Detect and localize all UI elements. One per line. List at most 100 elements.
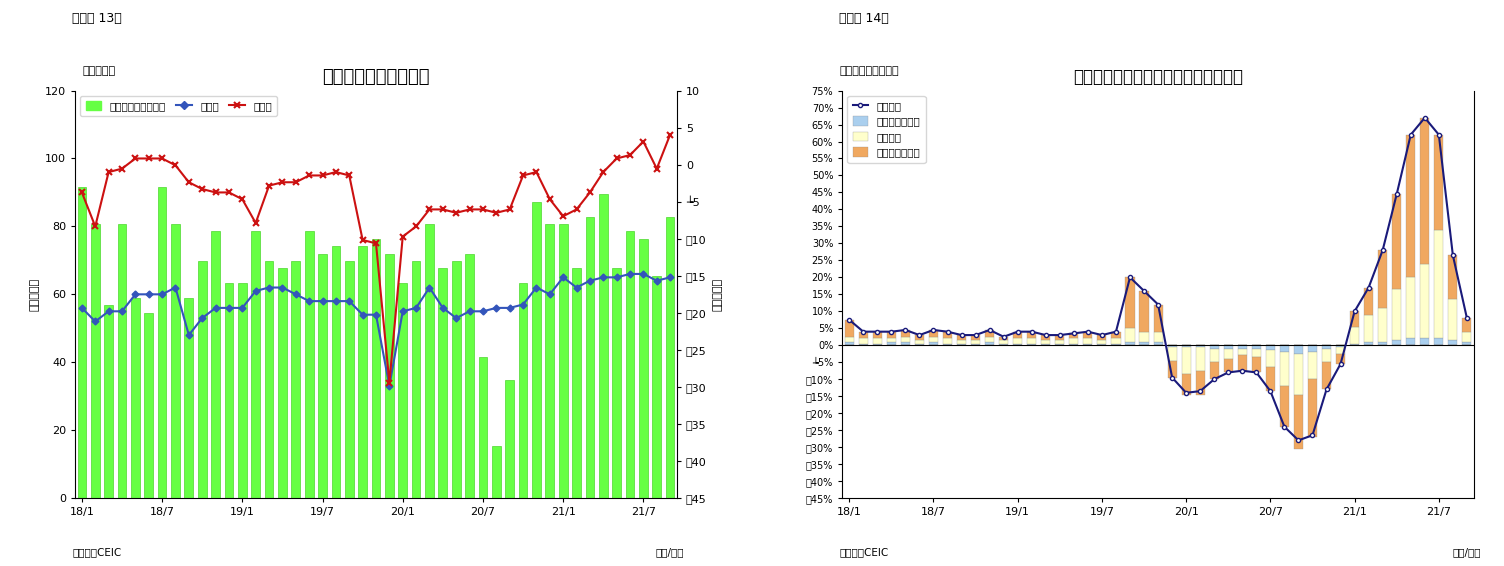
輸出額 — [621, 271, 639, 277]
輸出合計 — [1093, 332, 1111, 338]
Bar — [666, 217, 674, 498]
Bar — [1167, 361, 1176, 378]
輸出額 — [367, 311, 385, 318]
Bar — [929, 330, 938, 337]
輸入額 — [301, 172, 319, 179]
Y-axis label: （億ドル）: （億ドル） — [711, 278, 722, 311]
Bar — [943, 332, 952, 338]
Bar — [999, 340, 1008, 344]
輸出額 — [553, 274, 572, 281]
Bar — [585, 217, 594, 498]
輸入額 — [594, 169, 612, 175]
Text: （億ドル）: （億ドル） — [83, 66, 116, 76]
輸入額 — [260, 182, 278, 189]
Bar — [1196, 371, 1205, 395]
Bar — [872, 338, 881, 344]
Bar — [929, 342, 938, 345]
Bar — [171, 224, 180, 498]
輸出合計 — [1065, 330, 1083, 337]
Legend: 貳易収支（右目盛）, 輸出額, 輸入額: 貳易収支（右目盛）, 輸出額, 輸入額 — [80, 96, 277, 117]
輸出額 — [99, 308, 117, 315]
輸出額 — [487, 305, 505, 311]
輸入額 — [381, 379, 399, 386]
Bar — [1351, 311, 1360, 327]
Bar — [1308, 352, 1318, 379]
輸出額 — [153, 291, 171, 298]
Bar — [1125, 342, 1134, 345]
輸出合計 — [1247, 369, 1265, 376]
Bar — [505, 380, 514, 498]
Bar — [957, 335, 966, 340]
Bar — [1196, 345, 1205, 347]
Bar — [1364, 315, 1373, 342]
輸出合計 — [1373, 247, 1391, 254]
Bar — [1069, 333, 1078, 338]
Bar — [1069, 338, 1078, 344]
輸出合計 — [1163, 374, 1181, 381]
輸出合計 — [841, 316, 859, 323]
輸入額 — [394, 233, 412, 240]
輸入額 — [326, 169, 344, 175]
Bar — [985, 342, 994, 345]
Bar — [1266, 367, 1275, 391]
輸入額 — [206, 189, 224, 196]
Bar — [104, 306, 113, 498]
輸出合計 — [1023, 328, 1041, 335]
輸出額 — [340, 298, 358, 305]
Bar — [478, 357, 487, 498]
Bar — [1111, 338, 1120, 344]
輸出額 — [581, 277, 599, 284]
輸入額 — [514, 172, 532, 179]
Bar — [131, 298, 140, 498]
Bar — [1420, 118, 1429, 264]
輸出額 — [635, 271, 653, 277]
輸出合計 — [1120, 274, 1139, 281]
輸出合計 — [1149, 301, 1167, 308]
Bar — [1098, 340, 1107, 344]
輸入額 — [140, 155, 158, 162]
Bar — [653, 276, 662, 498]
輸入額 — [460, 206, 478, 213]
Bar — [532, 201, 541, 498]
Bar — [1462, 318, 1471, 332]
輸出合計 — [1318, 386, 1336, 393]
輸出額 — [541, 291, 559, 298]
輸出合計 — [952, 332, 970, 338]
輸出合計 — [967, 332, 985, 338]
Bar — [572, 268, 581, 498]
輸出合計 — [896, 327, 914, 333]
輸出額 — [648, 277, 666, 284]
輸出額 — [594, 274, 612, 281]
Bar — [1293, 354, 1302, 395]
Bar — [1154, 332, 1163, 342]
Bar — [1125, 328, 1134, 342]
Bar — [1041, 340, 1050, 344]
Bar — [185, 298, 193, 498]
輸出額 — [528, 284, 546, 291]
Bar — [1041, 335, 1050, 340]
Bar — [1251, 345, 1260, 349]
輸入額 — [86, 223, 104, 230]
Bar — [957, 340, 966, 344]
Bar — [845, 337, 854, 342]
Bar — [1224, 359, 1233, 372]
Bar — [238, 283, 247, 498]
Bar — [1167, 345, 1176, 347]
輸入額 — [474, 206, 492, 213]
Bar — [1014, 332, 1023, 338]
Bar — [1448, 340, 1457, 345]
輸出額 — [260, 284, 278, 291]
Bar — [1125, 277, 1134, 328]
輸出合計 — [1360, 284, 1378, 291]
Bar — [943, 344, 952, 345]
Bar — [1322, 345, 1331, 349]
輸出額 — [394, 308, 412, 315]
輸出合計 — [1036, 332, 1054, 338]
輸出額 — [86, 318, 104, 325]
Bar — [1336, 345, 1345, 347]
Bar — [1448, 255, 1457, 299]
Bar — [1182, 347, 1191, 374]
Bar — [639, 239, 648, 498]
輸入額 — [621, 152, 639, 158]
輸出額 — [662, 274, 680, 281]
